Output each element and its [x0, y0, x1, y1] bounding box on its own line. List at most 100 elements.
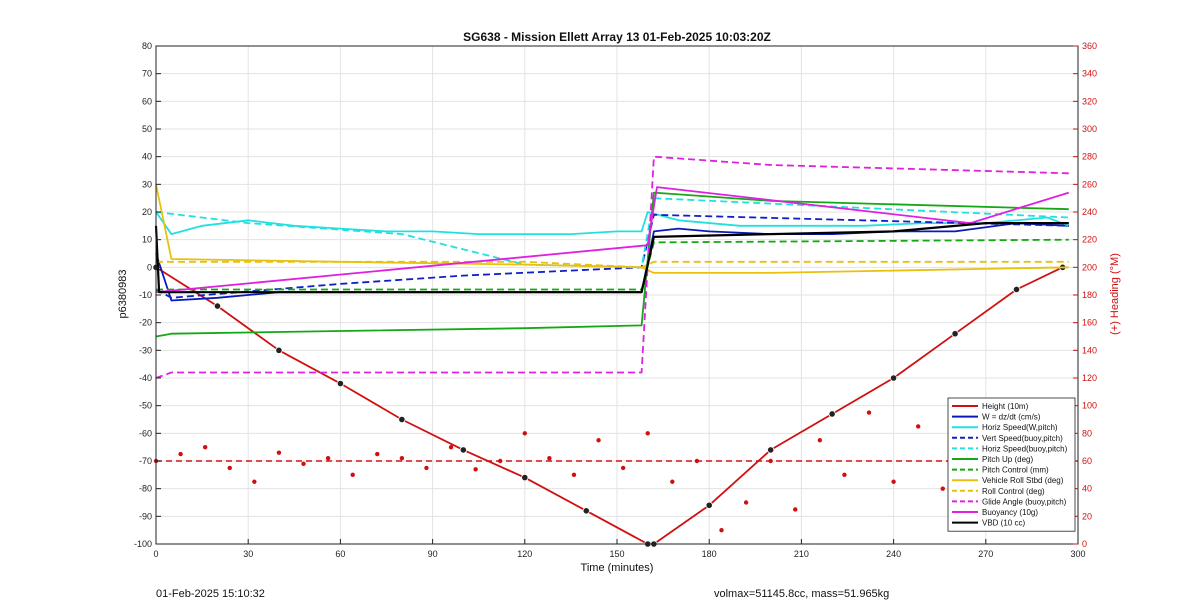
x-tick-label: 30: [243, 549, 253, 559]
series-line-10: [155, 155, 1069, 379]
legend-entry-label: Horiz Speed(W,pitch): [982, 423, 1058, 432]
series-line-4: [155, 213, 1069, 299]
series-line-11: [155, 186, 1070, 294]
y-tick-label: 30: [142, 179, 152, 189]
heading-point: [571, 472, 577, 478]
heading-point: [743, 500, 749, 505]
series-line-6: [155, 191, 1069, 338]
heading-point: [375, 451, 380, 457]
heading-point: [915, 424, 921, 429]
heading-point: [252, 479, 257, 484]
chart-title: SG638 - Mission Ellett Array 13 01-Feb-2…: [463, 30, 771, 44]
y-tick-label: -70: [139, 456, 152, 466]
heading-point: [620, 465, 626, 471]
y2-tick-label: 160: [1082, 318, 1097, 328]
height-marker: [705, 501, 713, 509]
y-tick-label: 50: [142, 124, 152, 134]
heading-point: [842, 472, 847, 478]
legend-entry-label: Buoyancy (10g): [982, 508, 1038, 517]
height-marker: [521, 473, 529, 482]
y-tick-label: -20: [139, 318, 152, 328]
series-line-5: [155, 197, 1069, 269]
heading-point: [940, 486, 945, 491]
heading-point: [522, 431, 527, 436]
grid: [155, 45, 1079, 545]
footer-volmax-mass: volmax=51145.8cc, mass=51.965kg: [714, 588, 890, 600]
y2-tick-label: 60: [1082, 456, 1092, 466]
legend-entry-label: Horiz Speed(buoy,pitch): [982, 444, 1068, 453]
y-tick-label: 80: [142, 41, 152, 51]
y2-tick-label: 220: [1082, 235, 1097, 245]
heading-point: [596, 438, 601, 443]
heading-point: [547, 456, 552, 461]
heading-point: [424, 465, 429, 471]
heading-point: [768, 458, 773, 464]
heading-point: [178, 451, 183, 457]
y2-tick-label: 20: [1082, 511, 1092, 521]
x-tick-label: 210: [794, 549, 809, 559]
y2-tick-label: 300: [1082, 124, 1097, 134]
y2-tick-label: 360: [1082, 41, 1097, 51]
x-tick-label: 90: [428, 549, 438, 559]
legend-box: [947, 397, 1076, 532]
height-marker: [582, 507, 590, 515]
y-tick-label: -50: [139, 401, 152, 411]
height-marker: [889, 374, 898, 382]
y2-tick-label: 120: [1082, 373, 1097, 383]
heading-point: [817, 438, 823, 443]
y2-tick-label: 0: [1082, 539, 1087, 549]
x-tick-label: 60: [335, 549, 345, 559]
height-marker: [459, 446, 467, 454]
heading-point: [448, 444, 454, 450]
y-tick-label: -100: [134, 539, 152, 549]
heading-point: [498, 458, 503, 464]
y-tick-label: -10: [139, 290, 152, 300]
legend-entry-label: Glide Angle (buoy,pitch): [982, 497, 1067, 506]
heading-point: [670, 479, 675, 484]
height-marker: [336, 379, 344, 388]
heading-point: [227, 465, 232, 471]
height-marker: [951, 330, 959, 338]
legend-entry-label: Vehicle Roll Stbd (deg): [982, 476, 1064, 485]
height-marker: [828, 410, 836, 418]
legend-entry-label: VBD (10 cc): [982, 519, 1025, 528]
y2-tick-label: 80: [1082, 428, 1092, 438]
legend-entry-label: W = dz/dt (cm/s): [982, 413, 1041, 422]
height-marker: [213, 302, 222, 310]
y2-tick-label: 340: [1082, 69, 1097, 79]
y2-tick-label: 280: [1082, 152, 1097, 162]
series-line-8: [155, 184, 1069, 274]
heading-point: [694, 458, 700, 464]
heading-point: [645, 431, 650, 436]
y2-tick-label: 100: [1082, 401, 1097, 411]
legend-entry-label: Pitch Control (mm): [982, 466, 1049, 475]
y-tick-label: 60: [142, 96, 152, 106]
y-tick-label: -30: [139, 345, 152, 355]
y-tick-label: -40: [139, 373, 152, 383]
y2-tick-label: 140: [1082, 345, 1097, 355]
x-tick-label: 150: [609, 549, 624, 559]
heading-point: [350, 472, 355, 478]
y-axis-label: p6380983: [117, 270, 129, 319]
y2-tick-label: 200: [1082, 262, 1097, 272]
height-marker: [767, 446, 775, 454]
y-tick-label: -60: [139, 428, 152, 438]
y2-tick-label: 40: [1082, 484, 1092, 494]
x-tick-label: 240: [886, 549, 901, 559]
y-tick-label: -90: [139, 511, 152, 521]
y2-tick-label: 320: [1082, 96, 1097, 106]
height-marker: [1012, 285, 1021, 294]
axes: 0 30 60 90 120 150 180 210 240 270 300-100-90-80-7…: [134, 41, 1097, 559]
legend-entry-label: Height (10m): [982, 402, 1029, 411]
footer-timestamp: 01-Feb-2025 15:10:32: [156, 588, 265, 600]
x-tick-label: 180: [702, 549, 717, 559]
y-tick-label: 0: [147, 262, 152, 272]
legend-entry-label: Roll Control (deg): [982, 487, 1045, 496]
legend-entry-label: Vert Speed(buoy,pitch): [982, 434, 1063, 443]
heading-point: [202, 444, 208, 450]
x-tick-label: 300: [1070, 549, 1085, 559]
y-tick-label: 10: [142, 235, 152, 245]
y-tick-label: 40: [142, 152, 152, 162]
y-tick-label: 20: [142, 207, 152, 217]
